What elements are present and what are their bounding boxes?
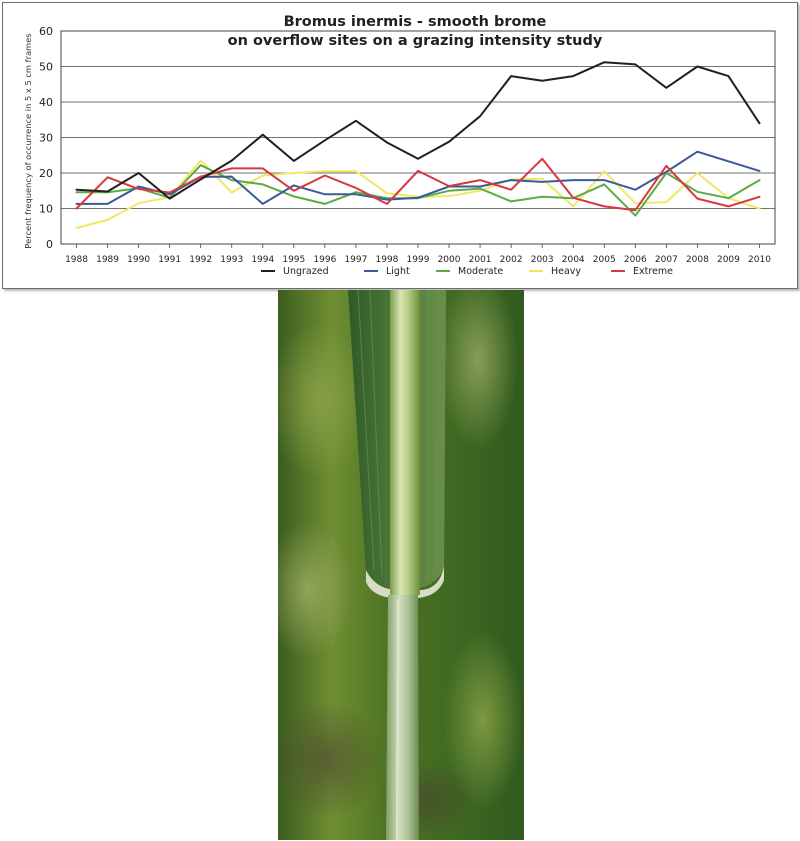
- x-tick-label: 1988: [65, 255, 88, 265]
- y-tick-label: 20: [39, 167, 53, 180]
- legend-label-extreme: Extreme: [633, 266, 673, 277]
- x-tick-label: 2010: [748, 255, 771, 265]
- legend-label-light: Light: [386, 266, 410, 277]
- axes: [60, 30, 776, 248]
- chart-panel: Bromus inermis - smooth brome on overflo…: [2, 2, 798, 289]
- chart-title-line-2: on overflow sites on a grazing intensity…: [228, 33, 603, 49]
- x-tick-label: 2008: [686, 255, 709, 265]
- y-tick-label: 50: [39, 61, 53, 74]
- x-tick-label: 2004: [562, 255, 585, 265]
- y-tick-label: 0: [46, 238, 53, 251]
- y-tick-label: 40: [39, 96, 53, 109]
- legend: Ungrazed Light Moderate Heavy Extreme: [261, 266, 673, 277]
- x-tick-label: 2009: [717, 255, 740, 265]
- series-lines: [75, 61, 761, 229]
- legend-label-ungrazed: Ungrazed: [283, 266, 329, 277]
- x-tick-label: 1993: [220, 255, 243, 265]
- y-tick-label: 30: [39, 132, 53, 145]
- x-tick-label: 2001: [469, 255, 492, 265]
- y-tick-label: 10: [39, 203, 53, 216]
- x-tick-labels: 1988 1989 1990 1991 1992 1993 1994 1995 1996 1997…: [65, 255, 771, 265]
- smooth-brome-stem-photo: [278, 290, 524, 840]
- x-tick-label: 2003: [531, 255, 554, 265]
- x-tick-label: 1992: [189, 255, 212, 265]
- x-tick-label: 1996: [313, 255, 336, 265]
- y-axis-label: Percent frequency of occurrence in 5 x 5…: [23, 33, 33, 248]
- legend-label-heavy: Heavy: [551, 266, 581, 277]
- x-tick-label: 1995: [282, 255, 305, 265]
- chart-title-line-1: Bromus inermis - smooth brome: [284, 14, 547, 30]
- x-tick-label: 2007: [655, 255, 678, 265]
- x-tick-label: 1998: [376, 255, 399, 265]
- x-tick-label: 1994: [251, 255, 274, 265]
- x-tick-label: 1991: [158, 255, 181, 265]
- x-tick-label: 2006: [624, 255, 647, 265]
- x-tick-label: 2002: [500, 255, 523, 265]
- x-tick-label: 1989: [96, 255, 119, 265]
- x-tick-label: 2000: [438, 255, 461, 265]
- y-tick-labels: 0 10 20 30 40 50 60: [39, 25, 53, 251]
- series-line-ungrazed: [75, 61, 761, 200]
- y-tick-label: 60: [39, 25, 53, 38]
- x-tick-label: 2005: [593, 255, 616, 265]
- x-tick-label: 1997: [344, 255, 367, 265]
- line-chart: Bromus inermis - smooth brome on overflo…: [23, 14, 776, 277]
- x-tick-label: 1990: [127, 255, 150, 265]
- gridlines: [61, 30, 775, 209]
- legend-label-moderate: Moderate: [458, 266, 503, 277]
- x-tick-label: 1999: [407, 255, 430, 265]
- series-line-extreme: [75, 157, 761, 212]
